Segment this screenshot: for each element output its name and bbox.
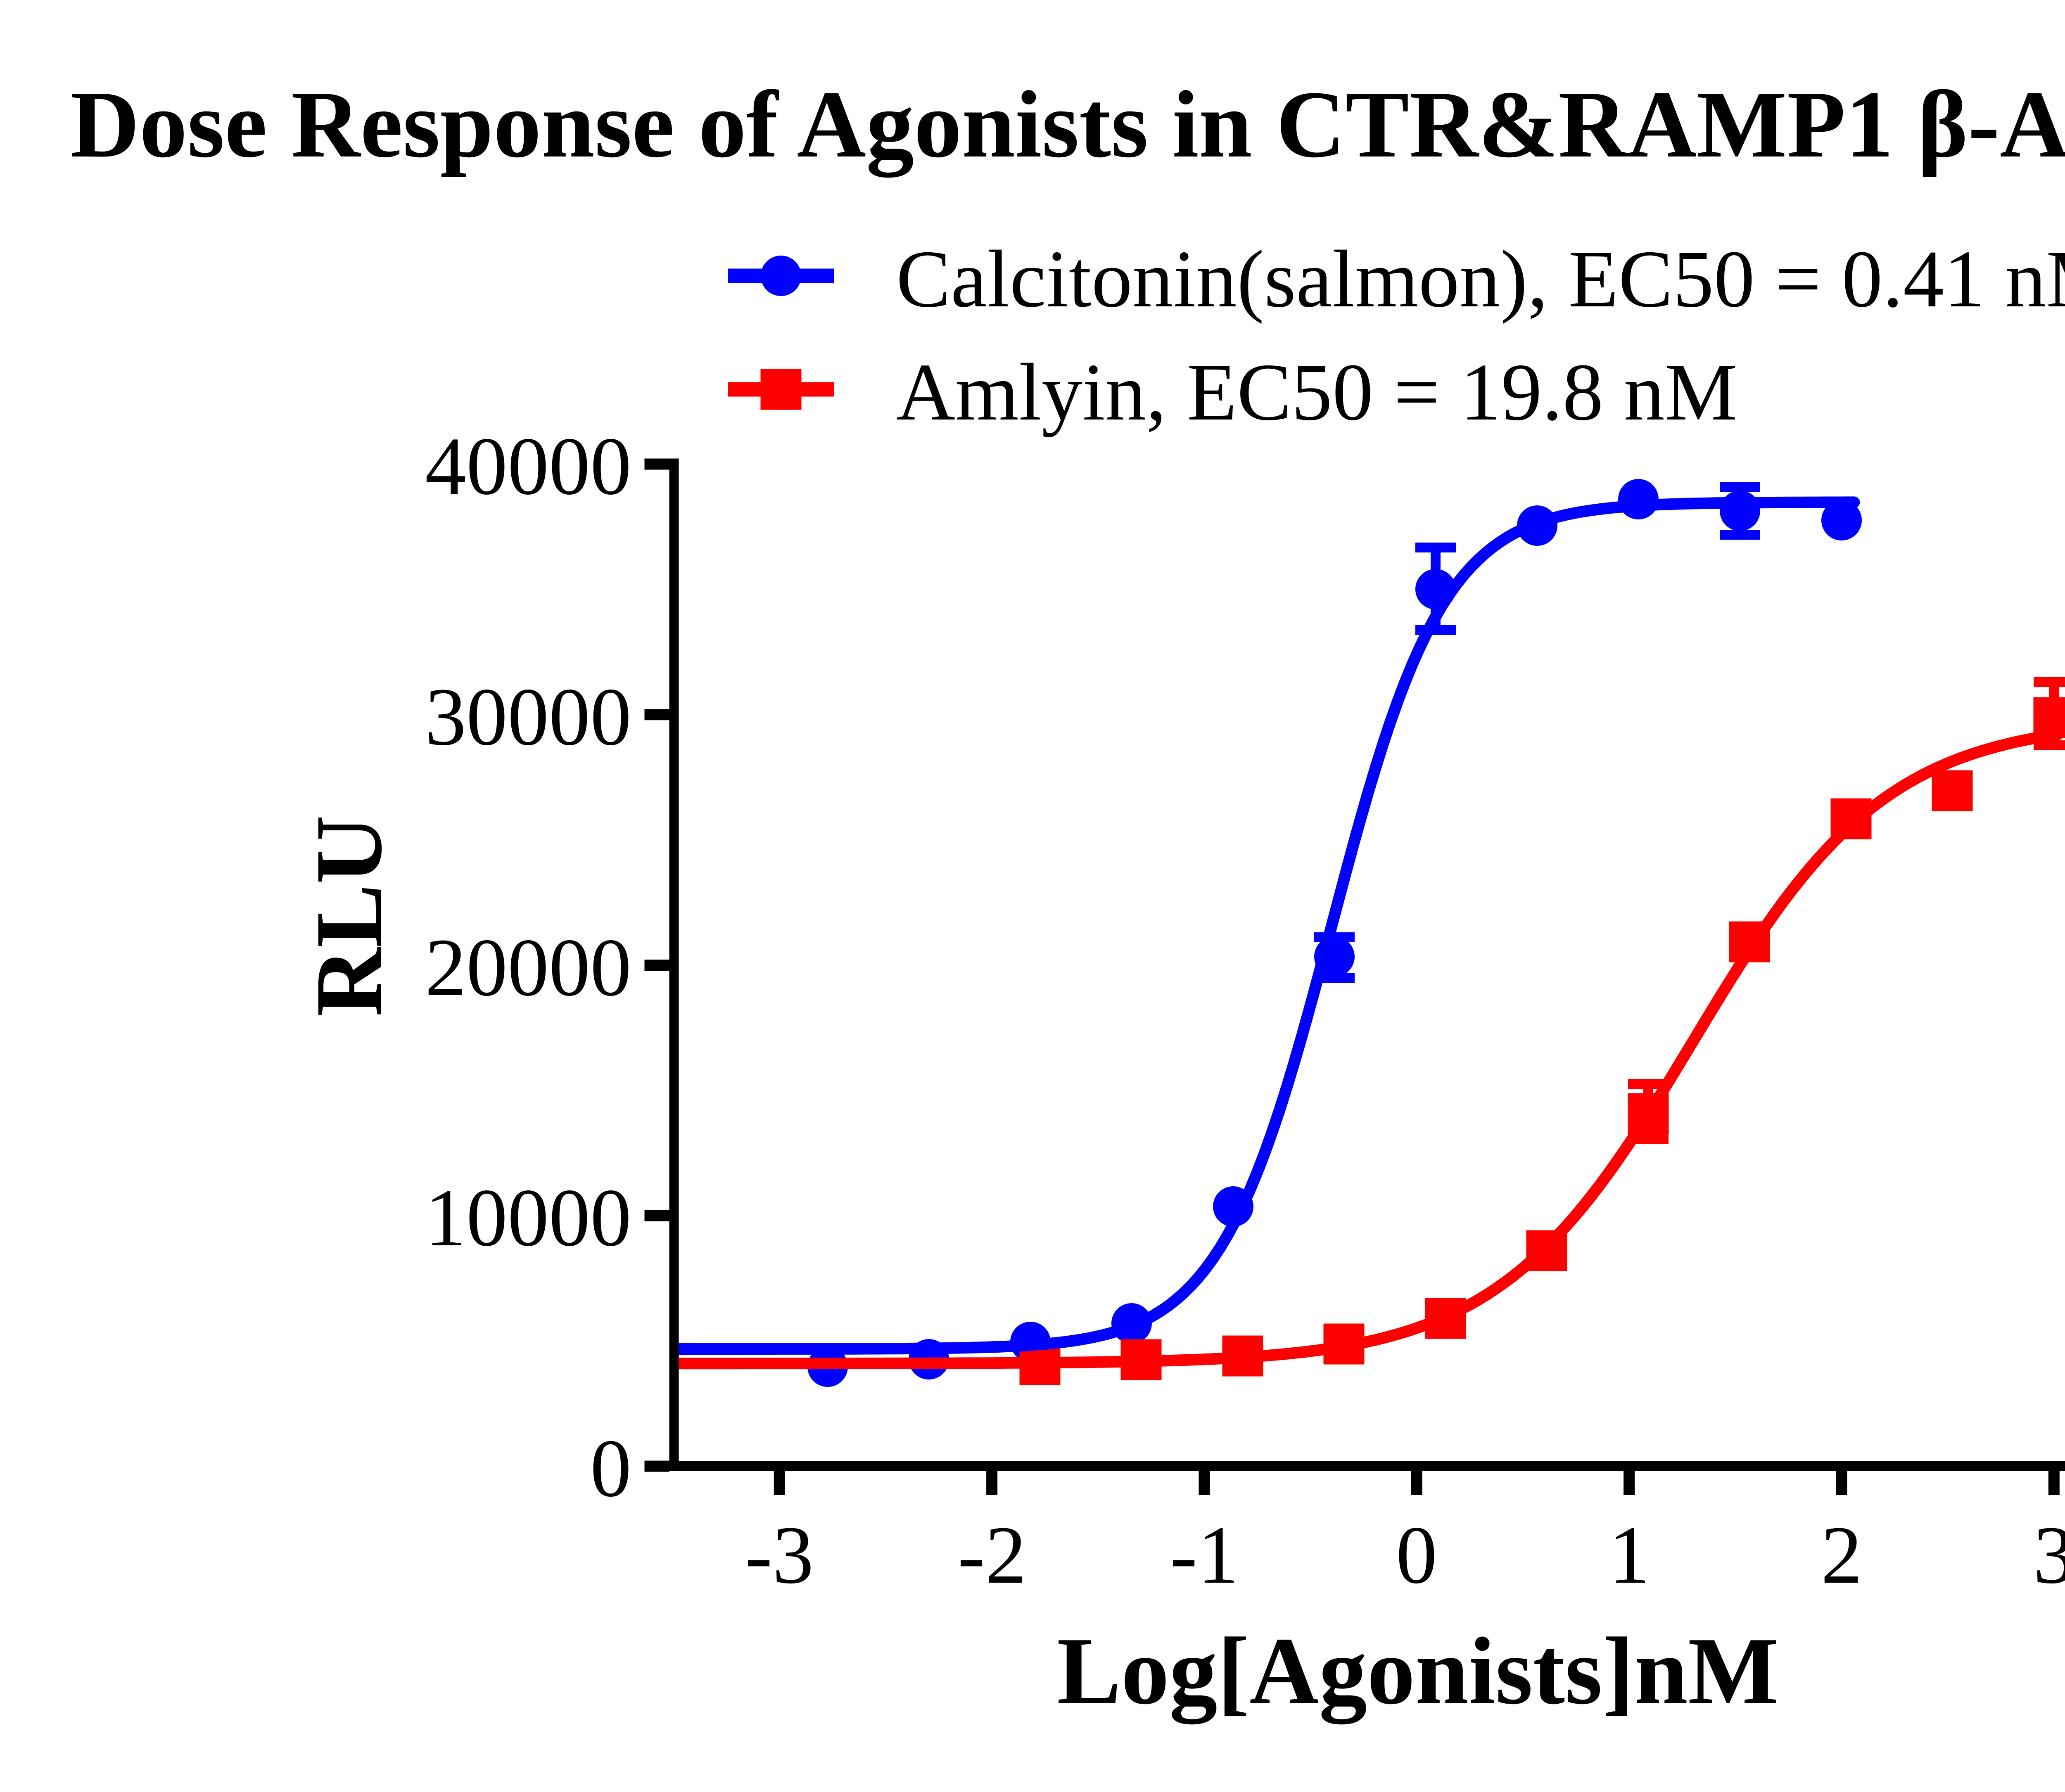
svg-text:20000: 20000 bbox=[425, 922, 631, 1013]
svg-text:-2: -2 bbox=[958, 1510, 1027, 1601]
svg-text:RLU: RLU bbox=[296, 815, 401, 1017]
svg-text:0: 0 bbox=[1396, 1510, 1437, 1601]
svg-text:40000: 40000 bbox=[425, 421, 631, 512]
svg-text:Log[Agonists]nM: Log[Agonists]nM bbox=[1057, 1618, 1779, 1725]
svg-text:30000: 30000 bbox=[425, 671, 631, 763]
svg-text:Dose Response of Agonists in C: Dose Response of Agonists in CTR&RAMP1 β… bbox=[70, 71, 2065, 178]
svg-text:2: 2 bbox=[1821, 1510, 1862, 1601]
svg-text:Amlyin, EC50 = 19.8 nM: Amlyin, EC50 = 19.8 nM bbox=[896, 347, 1737, 437]
svg-text:1: 1 bbox=[1609, 1510, 1650, 1601]
svg-text:-3: -3 bbox=[745, 1510, 814, 1601]
svg-text:-1: -1 bbox=[1170, 1510, 1239, 1601]
svg-text:3: 3 bbox=[2033, 1510, 2065, 1601]
svg-text:Calcitonin(salmon), EC50 = 0.4: Calcitonin(salmon), EC50 = 0.41 nM bbox=[896, 234, 2065, 324]
svg-text:0: 0 bbox=[590, 1423, 631, 1514]
svg-text:10000: 10000 bbox=[425, 1172, 631, 1263]
